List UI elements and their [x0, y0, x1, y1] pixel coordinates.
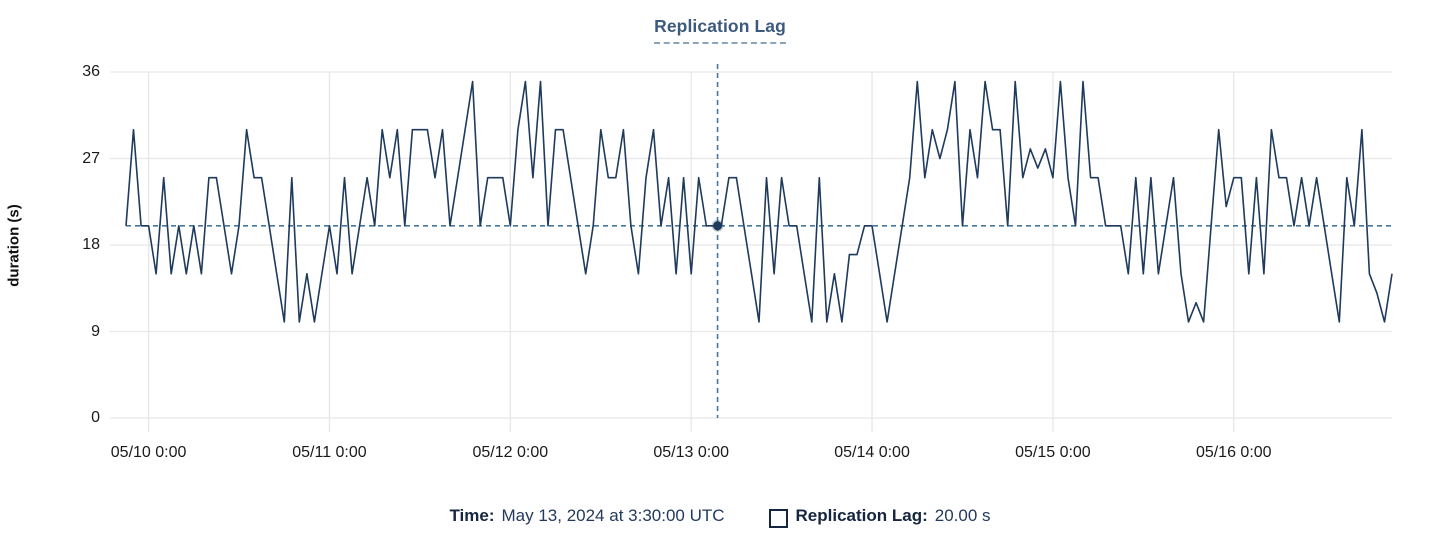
x-tick-label: 05/13 0:00 [653, 444, 729, 461]
y-tick-label: 9 [91, 322, 100, 340]
chart-title-text[interactable]: Replication Lag [654, 16, 786, 44]
x-tick-label: 05/11 0:00 [292, 444, 367, 461]
x-tick-label: 05/14 0:00 [834, 444, 910, 461]
y-tick-label: 18 [82, 236, 100, 253]
chart-title: Replication Lag [0, 16, 1440, 44]
x-tick-label: 05/15 0:00 [1015, 444, 1091, 461]
series-value: 20.00 s [934, 506, 991, 525]
series-label[interactable]: Replication Lag: [795, 506, 928, 525]
x-tick-label: 05/10 0:00 [110, 444, 187, 461]
x-tick-label: 05/12 0:00 [472, 444, 549, 461]
time-label: Time: [449, 506, 495, 525]
tooltip-footer: Time: May 13, 2024 at 3:30:00 UTC Replic… [0, 506, 1440, 528]
y-tick-label: 0 [91, 409, 100, 426]
hovered-point-marker [711, 219, 724, 232]
x-tick-label: 05/16 0:00 [1195, 444, 1272, 461]
time-value: May 13, 2024 at 3:30:00 UTC [501, 506, 725, 525]
replication-lag-series-line [125, 80, 1393, 323]
y-tick-label: 36 [82, 63, 100, 80]
square-outline-icon[interactable] [768, 508, 788, 528]
y-tick-label: 27 [82, 149, 100, 167]
